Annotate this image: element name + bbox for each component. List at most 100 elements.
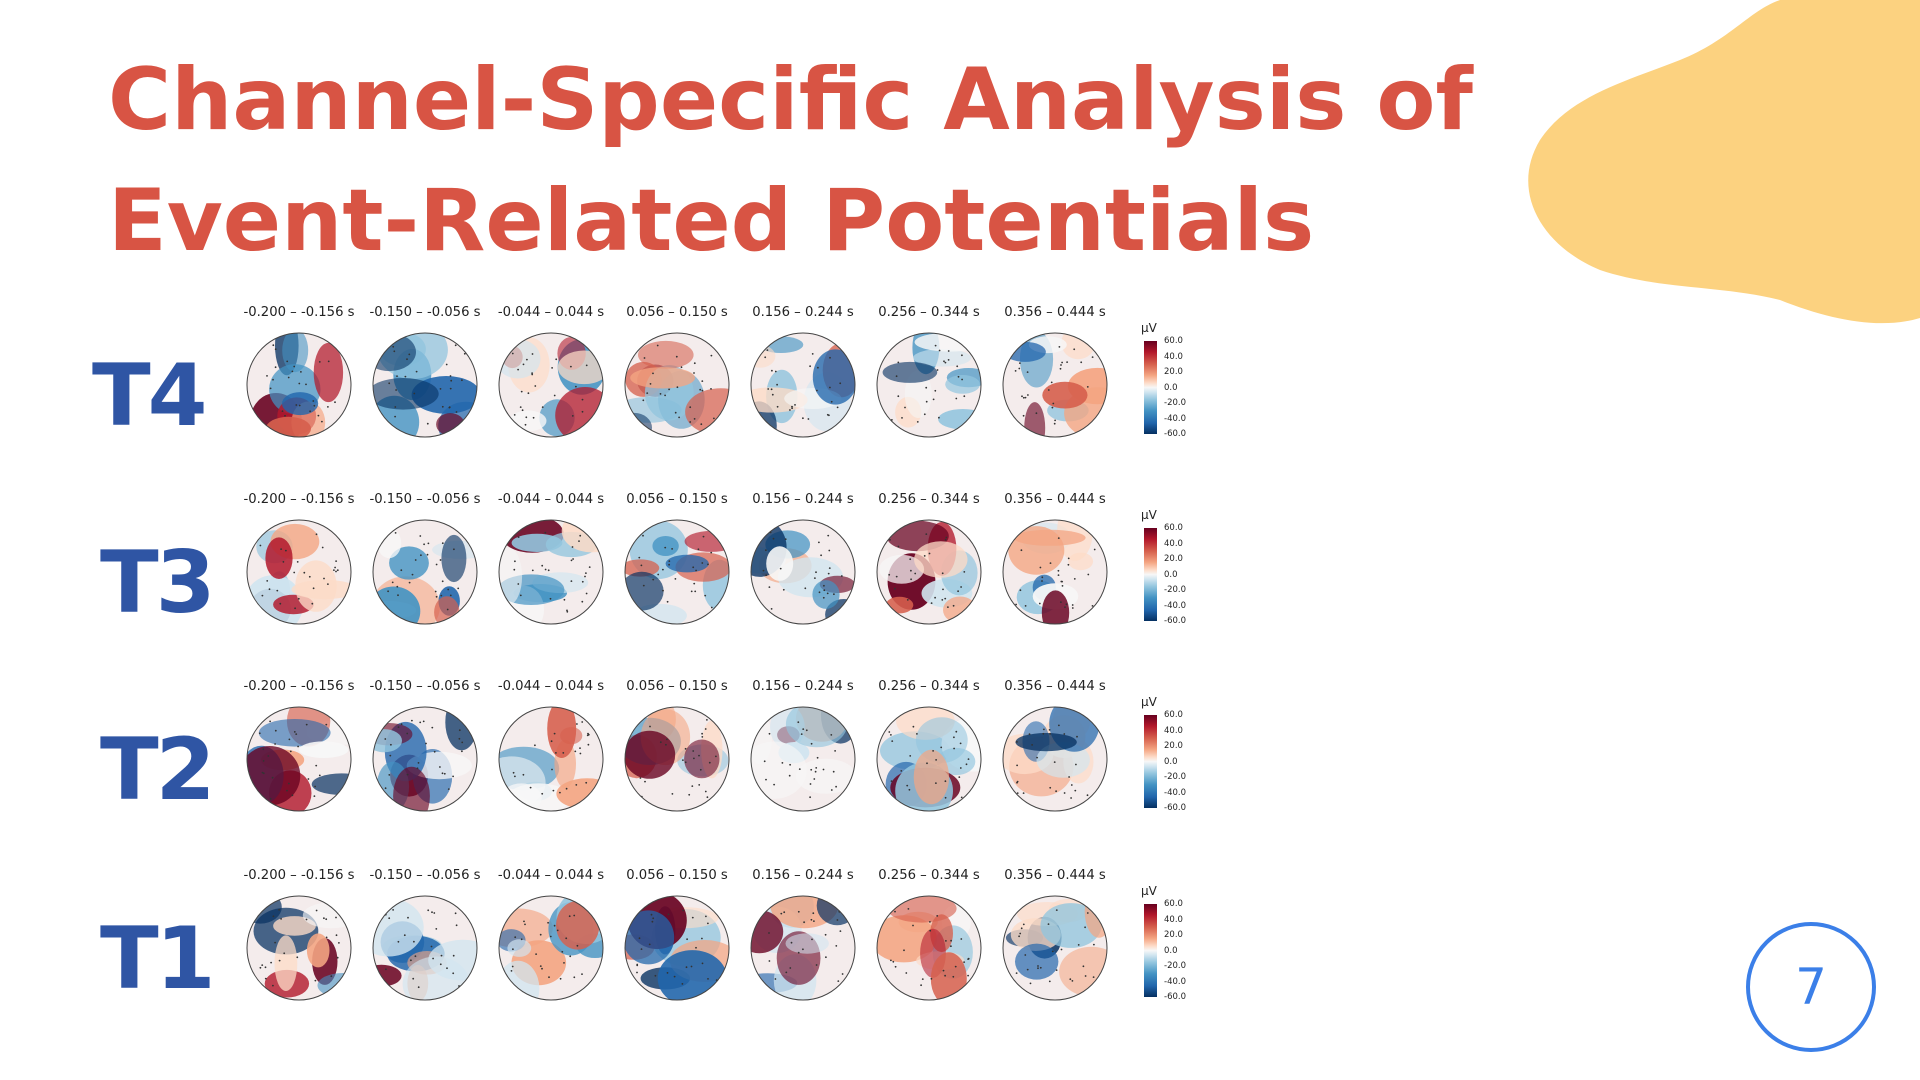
topomap-t1-1 <box>372 895 478 1001</box>
time-window-label: -0.150 – -0.056 s <box>369 492 481 507</box>
colorbar-tick: 20.0 <box>1164 930 1183 940</box>
topomap-t1-3 <box>624 895 730 1001</box>
topomap-t2-2 <box>498 706 604 812</box>
topomap-t4-1 <box>372 332 478 438</box>
page-number-badge: 7 <box>1746 922 1876 1052</box>
topomap-t4-6 <box>1002 332 1108 438</box>
time-window-label: 0.056 – 0.150 s <box>626 305 728 320</box>
topomap-t1-2 <box>498 895 604 1001</box>
colorbar-tick: -20.0 <box>1164 585 1186 595</box>
row-label-t4: T4 <box>92 346 208 446</box>
topomap-t3-2 <box>498 519 604 625</box>
colorbar-unit: µV <box>1141 508 1157 522</box>
colorbar-tick: -40.0 <box>1164 413 1186 424</box>
row-label-t3: T3 <box>100 533 216 633</box>
time-window-label: -0.044 – 0.044 s <box>497 492 605 507</box>
decorative-blob <box>1528 0 1920 324</box>
colorbar-tick: 40.0 <box>1164 914 1183 925</box>
colorbar <box>1144 341 1157 434</box>
colorbar-tick: -20.0 <box>1164 772 1186 782</box>
colorbar <box>1144 904 1157 997</box>
colorbar-tick: 60.0 <box>1164 336 1183 346</box>
topomap-t3-3 <box>624 519 730 625</box>
page-number: 7 <box>1795 958 1827 1016</box>
colorbar-tick: 0.0 <box>1164 569 1178 580</box>
topomap-t2-5 <box>876 706 982 812</box>
colorbar-unit: µV <box>1141 321 1157 335</box>
colorbar <box>1144 528 1157 621</box>
time-window-label: 0.056 – 0.150 s <box>626 492 728 507</box>
topomap-t3-1 <box>372 519 478 625</box>
time-window-label: 0.156 – 0.244 s <box>752 679 854 694</box>
colorbar-tick: -60.0 <box>1164 616 1186 626</box>
time-window-label: -0.200 – -0.156 s <box>243 679 355 694</box>
colorbar-tick: -20.0 <box>1164 961 1186 971</box>
colorbar-tick: 0.0 <box>1164 756 1178 767</box>
time-window-label: 0.156 – 0.244 s <box>752 492 854 507</box>
colorbar-unit: µV <box>1141 695 1157 709</box>
topomap-t3-0 <box>246 519 352 625</box>
topomap-t2-4 <box>750 706 856 812</box>
topomap-t4-2 <box>498 332 604 438</box>
colorbar-tick: 40.0 <box>1164 725 1183 736</box>
time-window-label: 0.256 – 0.344 s <box>878 305 980 320</box>
time-window-label: -0.044 – 0.044 s <box>497 679 605 694</box>
time-window-label: 0.156 – 0.244 s <box>752 868 854 883</box>
topomap-t3-4 <box>750 519 856 625</box>
topomap-t2-0 <box>246 706 352 812</box>
time-window-label: 0.356 – 0.444 s <box>1004 868 1106 883</box>
title-line-1: Channel-Specific Analysis of <box>108 50 1473 150</box>
topomap-t3-5 <box>876 519 982 625</box>
time-window-label: 0.056 – 0.150 s <box>626 868 728 883</box>
colorbar-tick: 0.0 <box>1164 382 1178 393</box>
title-line-2: Event-Related Potentials <box>108 171 1315 271</box>
time-window-label: -0.044 – 0.044 s <box>497 868 605 883</box>
time-window-label: -0.200 – -0.156 s <box>243 868 355 883</box>
time-window-label: -0.200 – -0.156 s <box>243 492 355 507</box>
time-window-label: -0.200 – -0.156 s <box>243 305 355 320</box>
topomap-t2-1 <box>372 706 478 812</box>
time-window-label: 0.056 – 0.150 s <box>626 679 728 694</box>
time-window-label: 0.356 – 0.444 s <box>1004 679 1106 694</box>
time-window-label: 0.356 – 0.444 s <box>1004 305 1106 320</box>
topomap-t1-4 <box>750 895 856 1001</box>
colorbar-tick: -40.0 <box>1164 600 1186 611</box>
colorbar-tick: 20.0 <box>1164 367 1183 377</box>
colorbar-tick: -40.0 <box>1164 787 1186 798</box>
topomap-t2-3 <box>624 706 730 812</box>
colorbar-tick: 20.0 <box>1164 554 1183 564</box>
topomap-t4-0 <box>246 332 352 438</box>
colorbar-tick: 0.0 <box>1164 945 1178 956</box>
time-window-label: -0.150 – -0.056 s <box>369 305 481 320</box>
colorbar-tick: -60.0 <box>1164 429 1186 439</box>
colorbar-tick: 60.0 <box>1164 523 1183 533</box>
time-window-label: -0.044 – 0.044 s <box>497 305 605 320</box>
row-label-t1: T1 <box>100 909 216 1009</box>
topomap-t1-6 <box>1002 895 1108 1001</box>
topomap-t1-0 <box>246 895 352 1001</box>
colorbar-tick: 60.0 <box>1164 899 1183 909</box>
colorbar <box>1144 715 1157 808</box>
colorbar-tick: -20.0 <box>1164 398 1186 408</box>
row-label-t2: T2 <box>100 720 216 820</box>
colorbar-tick: -60.0 <box>1164 803 1186 813</box>
colorbar-tick: 60.0 <box>1164 710 1183 720</box>
time-window-label: 0.356 – 0.444 s <box>1004 492 1106 507</box>
colorbar-unit: µV <box>1141 884 1157 898</box>
time-window-label: 0.256 – 0.344 s <box>878 492 980 507</box>
topomap-t4-4 <box>750 332 856 438</box>
colorbar-tick: -60.0 <box>1164 992 1186 1002</box>
slide-title: Channel-Specific Analysis of Event-Relat… <box>108 40 1473 282</box>
time-window-label: 0.256 – 0.344 s <box>878 868 980 883</box>
topomap-t3-6 <box>1002 519 1108 625</box>
colorbar-tick: 20.0 <box>1164 741 1183 751</box>
time-window-label: 0.156 – 0.244 s <box>752 305 854 320</box>
topomap-t4-3 <box>624 332 730 438</box>
topomap-t4-5 <box>876 332 982 438</box>
colorbar-tick: 40.0 <box>1164 351 1183 362</box>
colorbar-tick: -40.0 <box>1164 976 1186 987</box>
time-window-label: 0.256 – 0.344 s <box>878 679 980 694</box>
topomap-t2-6 <box>1002 706 1108 812</box>
time-window-label: -0.150 – -0.056 s <box>369 868 481 883</box>
time-window-label: -0.150 – -0.056 s <box>369 679 481 694</box>
